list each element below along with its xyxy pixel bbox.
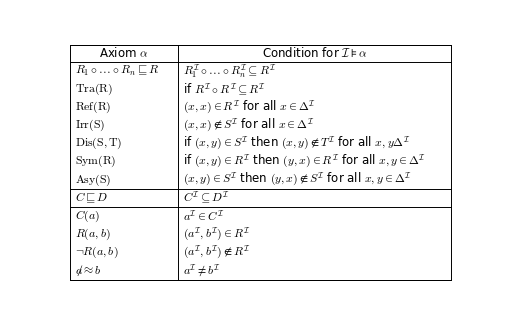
Text: if $(x,y) \in S^{\mathcal{I}}$ then $(x,y) \notin T^{\mathcal{I}}$ for all $x,y\: if $(x,y) \in S^{\mathcal{I}}$ then $(x,… <box>183 135 410 152</box>
Text: $(x,y) \in S^{\mathcal{I}}$ then $(y,x) \notin S^{\mathcal{I}}$ for all $x,y \in: $(x,y) \in S^{\mathcal{I}}$ then $(y,x) … <box>183 171 411 188</box>
Text: $(x,x) \in R^{\mathcal{I}}$ for all $x \in \Delta^{\mathcal{I}}$: $(x,x) \in R^{\mathcal{I}}$ for all $x \… <box>183 99 316 116</box>
Text: $R_1^{\mathcal{I}} \circ \ldots \circ R_n^{\mathcal{I}} \subseteq R^{\mathcal{I}: $R_1^{\mathcal{I}} \circ \ldots \circ R_… <box>183 62 277 80</box>
Text: $\mathrm{Ref(R)}$: $\mathrm{Ref(R)}$ <box>75 100 111 115</box>
Text: $\mathrm{Asy(S)}$: $\mathrm{Asy(S)}$ <box>75 172 111 187</box>
Text: $(a^{\mathcal{I}},b^{\mathcal{I}}) \in R^{\mathcal{I}}$: $(a^{\mathcal{I}},b^{\mathcal{I}}) \in R… <box>183 226 251 243</box>
Text: if $(x,y) \in R^{\mathcal{I}}$ then $(y,x) \in R^{\mathcal{I}}$ for all $x,y \in: if $(x,y) \in R^{\mathcal{I}}$ then $(y,… <box>183 153 426 170</box>
Text: $\mathrm{Tra(R)}$: $\mathrm{Tra(R)}$ <box>75 82 113 97</box>
Text: $\mathrm{Sym(R)}$: $\mathrm{Sym(R)}$ <box>75 154 116 169</box>
Text: $C \sqsubseteq D$: $C \sqsubseteq D$ <box>75 191 108 205</box>
Text: $a^{\mathcal{I}} \in C^{\mathcal{I}}$: $a^{\mathcal{I}} \in C^{\mathcal{I}}$ <box>183 209 225 223</box>
Text: $C^{\mathcal{I}} \subseteq D^{\mathcal{I}}$: $C^{\mathcal{I}} \subseteq D^{\mathcal{I… <box>183 190 230 206</box>
Text: $a \not\approx b$: $a \not\approx b$ <box>75 263 102 278</box>
Text: if $R^{\mathcal{I}} \circ R^{\mathcal{I}} \subseteq R^{\mathcal{I}}$: if $R^{\mathcal{I}} \circ R^{\mathcal{I}… <box>183 81 266 98</box>
Text: $R(a,b)$: $R(a,b)$ <box>75 227 111 242</box>
Text: $a^{\mathcal{I}} \neq b^{\mathcal{I}}$: $a^{\mathcal{I}} \neq b^{\mathcal{I}}$ <box>183 263 221 279</box>
Text: $\neg R(a,b)$: $\neg R(a,b)$ <box>75 245 119 260</box>
Text: $\mathrm{Dis(S,T)}$: $\mathrm{Dis(S,T)}$ <box>75 136 122 151</box>
Text: $(x,x) \notin S^{\mathcal{I}}$ for all $x \in \Delta^{\mathcal{I}}$: $(x,x) \notin S^{\mathcal{I}}$ for all $… <box>183 117 314 134</box>
Text: $\mathrm{Irr(S)}$: $\mathrm{Irr(S)}$ <box>75 118 105 133</box>
Text: Axiom $\alpha$: Axiom $\alpha$ <box>99 47 149 60</box>
Text: $C(a)$: $C(a)$ <box>75 209 100 224</box>
Text: $(a^{\mathcal{I}},b^{\mathcal{I}}) \notin R^{\mathcal{I}}$: $(a^{\mathcal{I}},b^{\mathcal{I}}) \noti… <box>183 244 251 261</box>
Text: $R_1 \circ \ldots \circ R_n \sqsubseteq R$: $R_1 \circ \ldots \circ R_n \sqsubseteq … <box>75 64 160 78</box>
Text: Condition for $\mathcal{I} \models \alpha$: Condition for $\mathcal{I} \models \alph… <box>262 47 367 60</box>
